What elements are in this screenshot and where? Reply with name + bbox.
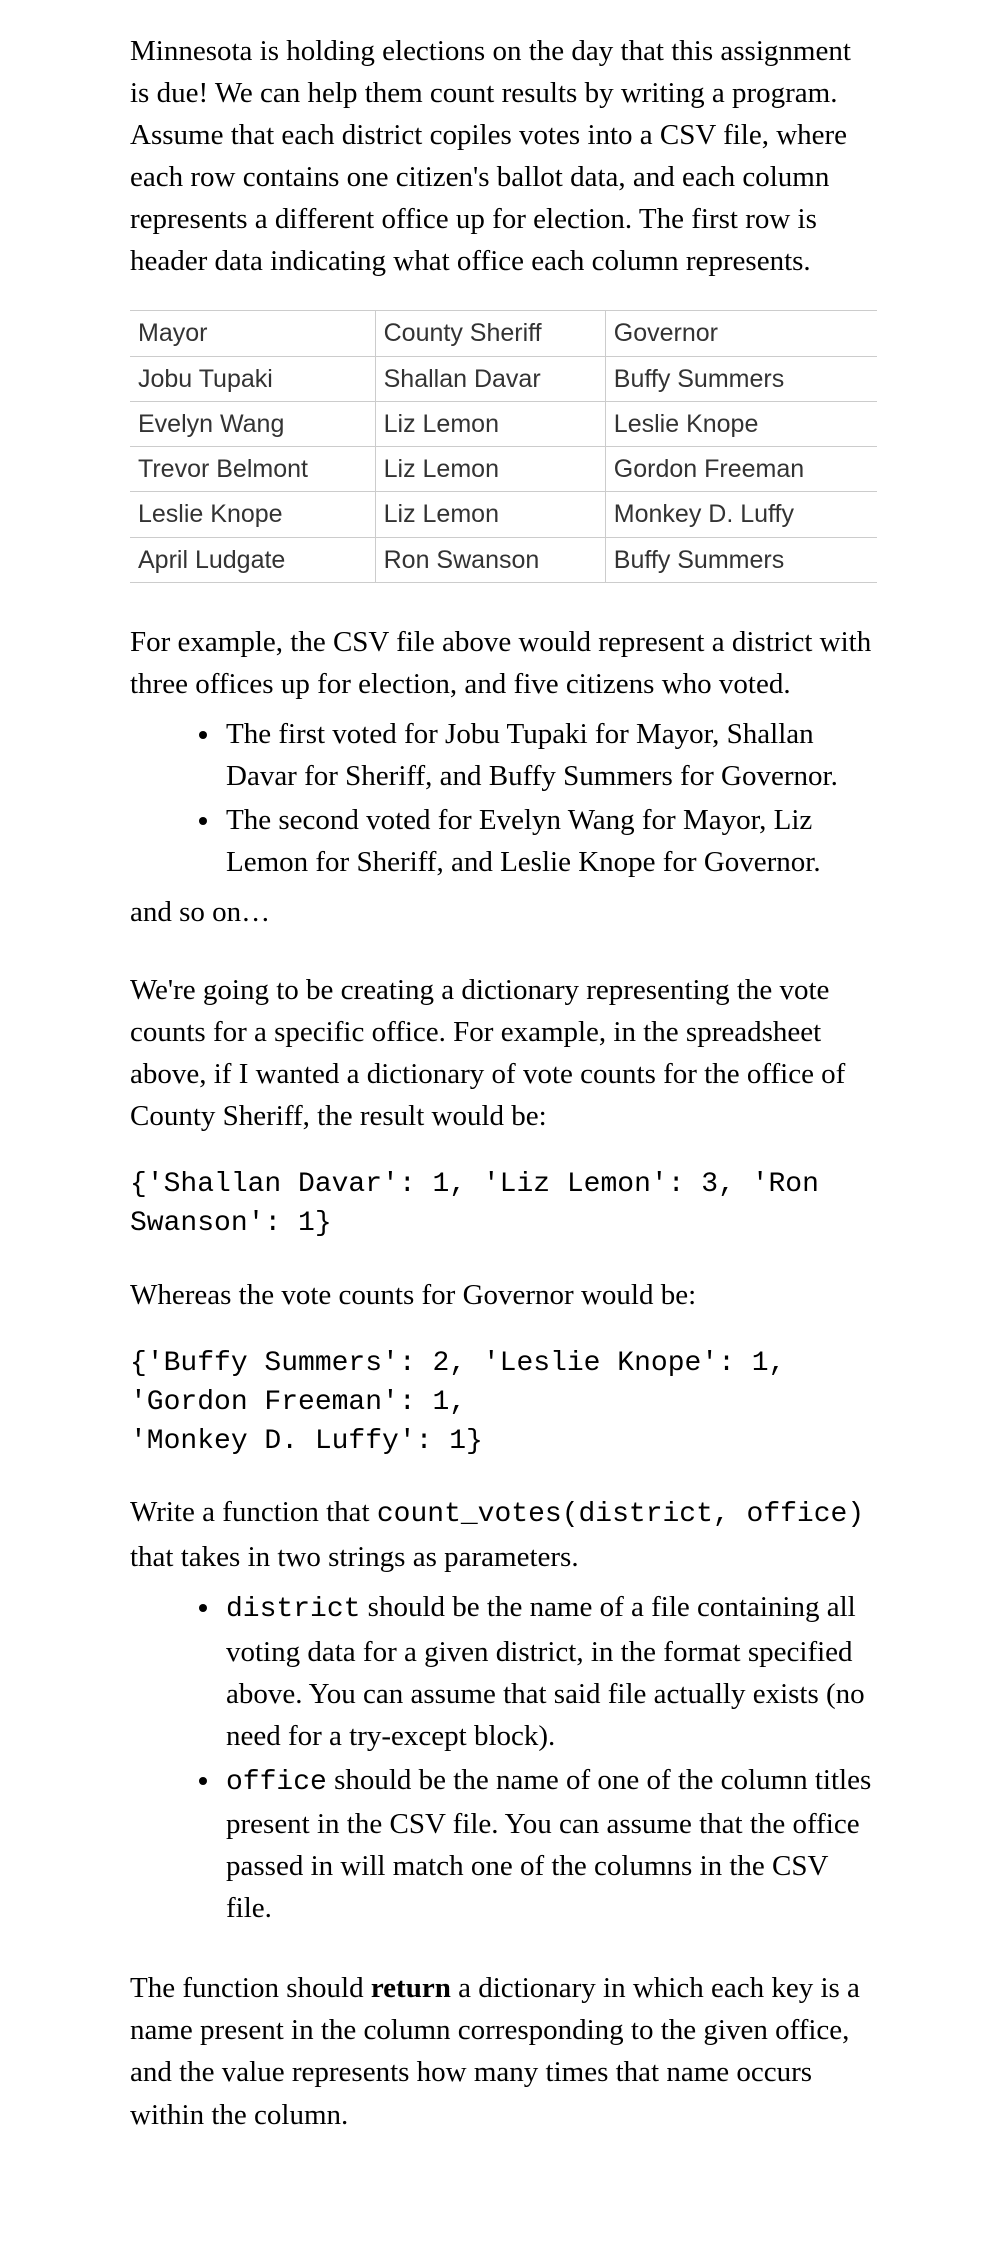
return-pre-text: The function should <box>130 1972 371 2004</box>
table-row: April Ludgate Ron Swanson Buffy Summers <box>130 537 877 582</box>
code-block-sheriff: {'Shallan Davar': 1, 'Liz Lemon': 3, 'Ro… <box>130 1165 877 1243</box>
table-row: Trevor Belmont Liz Lemon Gordon Freeman <box>130 447 877 492</box>
and-so-on-text: and so on… <box>130 891 877 933</box>
list-item: The first voted for Jobu Tupaki for Mayo… <box>222 713 877 797</box>
table-header-cell: Mayor <box>130 311 375 356</box>
dictionary-intro-paragraph: We're going to be creating a dictionary … <box>130 969 877 1137</box>
table-cell: Evelyn Wang <box>130 401 375 446</box>
code-block-governor: {'Buffy Summers': 2, 'Leslie Knope': 1, … <box>130 1344 877 1462</box>
table-cell: Gordon Freeman <box>605 447 877 492</box>
example-intro-paragraph: For example, the CSV file above would re… <box>130 621 877 705</box>
param-code: district <box>226 1594 360 1625</box>
write-fn-post-text: that takes in two strings as parameters. <box>130 1541 579 1573</box>
votes-table: Mayor County Sheriff Governor Jobu Tupak… <box>130 310 877 583</box>
table-row: Jobu Tupaki Shallan Davar Buffy Summers <box>130 356 877 401</box>
list-item: office should be the name of one of the … <box>222 1759 877 1930</box>
example-bullet-list: The first voted for Jobu Tupaki for Mayo… <box>130 713 877 883</box>
table-cell: Ron Swanson <box>375 537 605 582</box>
table-cell: Shallan Davar <box>375 356 605 401</box>
function-signature-code: count_votes(district, office) <box>377 1499 864 1530</box>
table-header-row: Mayor County Sheriff Governor <box>130 311 877 356</box>
list-item: The second voted for Evelyn Wang for May… <box>222 799 877 883</box>
table-header-cell: Governor <box>605 311 877 356</box>
table-row: Evelyn Wang Liz Lemon Leslie Knope <box>130 401 877 446</box>
parameter-bullet-list: district should be the name of a file co… <box>130 1586 877 1929</box>
table-cell: Monkey D. Luffy <box>605 492 877 537</box>
list-item: district should be the name of a file co… <box>222 1586 877 1757</box>
table-cell: Leslie Knope <box>130 492 375 537</box>
write-fn-pre-text: Write a function that <box>130 1496 377 1528</box>
table-cell: Buffy Summers <box>605 537 877 582</box>
table-row: Leslie Knope Liz Lemon Monkey D. Luffy <box>130 492 877 537</box>
table-cell: Liz Lemon <box>375 492 605 537</box>
table-cell: Liz Lemon <box>375 447 605 492</box>
table-cell: Liz Lemon <box>375 401 605 446</box>
table-cell: April Ludgate <box>130 537 375 582</box>
table-cell: Trevor Belmont <box>130 447 375 492</box>
return-bold-text: return <box>371 1972 451 2004</box>
table-cell: Jobu Tupaki <box>130 356 375 401</box>
param-code: office <box>226 1767 327 1798</box>
intro-paragraph: Minnesota is holding elections on the da… <box>130 30 877 282</box>
write-function-paragraph: Write a function that count_votes(distri… <box>130 1491 877 1578</box>
table-cell: Buffy Summers <box>605 356 877 401</box>
return-paragraph: The function should return a dictionary … <box>130 1967 877 2135</box>
whereas-paragraph: Whereas the vote counts for Governor wou… <box>130 1274 877 1316</box>
table-cell: Leslie Knope <box>605 401 877 446</box>
table-header-cell: County Sheriff <box>375 311 605 356</box>
